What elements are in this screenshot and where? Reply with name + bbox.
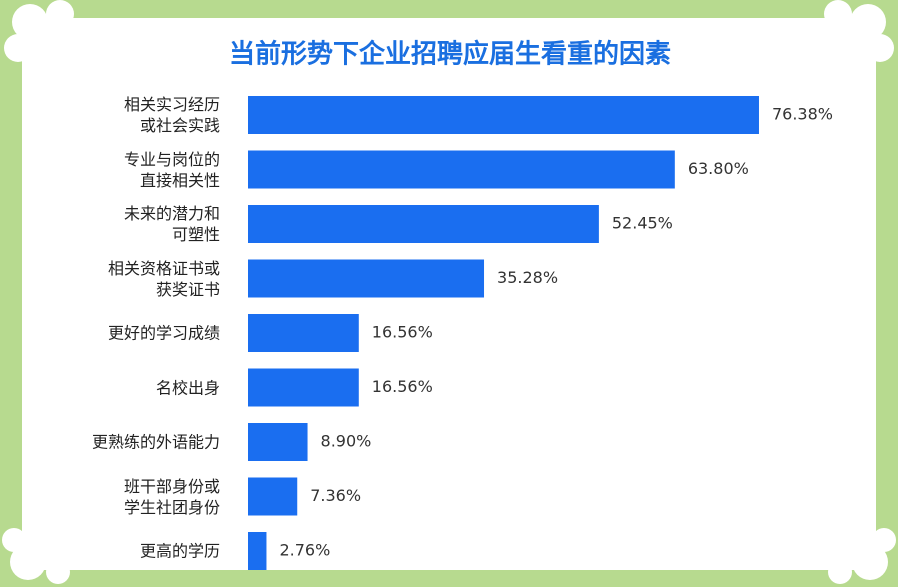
- y-tick-label: 更熟练的外语能力: [91, 432, 220, 452]
- bar: [248, 259, 485, 298]
- y-tick-label: 班干部身份或 学生社团身份: [123, 476, 220, 517]
- value-label: 63.80%: [688, 159, 749, 178]
- y-tick-label: 更好的学习成绩: [107, 323, 220, 343]
- value-label: 35.28%: [497, 268, 558, 287]
- bar: [248, 477, 298, 516]
- bar: [248, 368, 359, 407]
- y-tick-label: 更高的学历: [139, 541, 220, 561]
- bar: [248, 150, 675, 189]
- bar: [248, 532, 267, 570]
- value-label: 8.90%: [321, 432, 372, 451]
- bar: [248, 96, 759, 134]
- y-tick-label: 专业与岗位的 直接相关性: [123, 149, 220, 190]
- y-tick-label: 未来的潜力和 可塑性: [123, 204, 220, 244]
- value-label: 76.38%: [772, 105, 833, 124]
- value-label: 2.76%: [279, 541, 330, 560]
- y-tick-label: 相关实习经历 或社会实践: [123, 95, 220, 135]
- value-label: 16.56%: [372, 323, 433, 342]
- chart-title: 当前形势下企业招聘应届生看重的因素: [229, 39, 671, 70]
- value-label: 16.56%: [372, 377, 433, 396]
- bar: [248, 314, 359, 352]
- value-label: 7.36%: [310, 486, 361, 505]
- y-tick-label: 名校出身: [155, 378, 220, 397]
- bar: [248, 423, 308, 461]
- bar: [248, 205, 599, 243]
- value-label: 52.45%: [612, 214, 673, 233]
- y-tick-label: 相关资格证书或 获奖证书: [107, 258, 220, 299]
